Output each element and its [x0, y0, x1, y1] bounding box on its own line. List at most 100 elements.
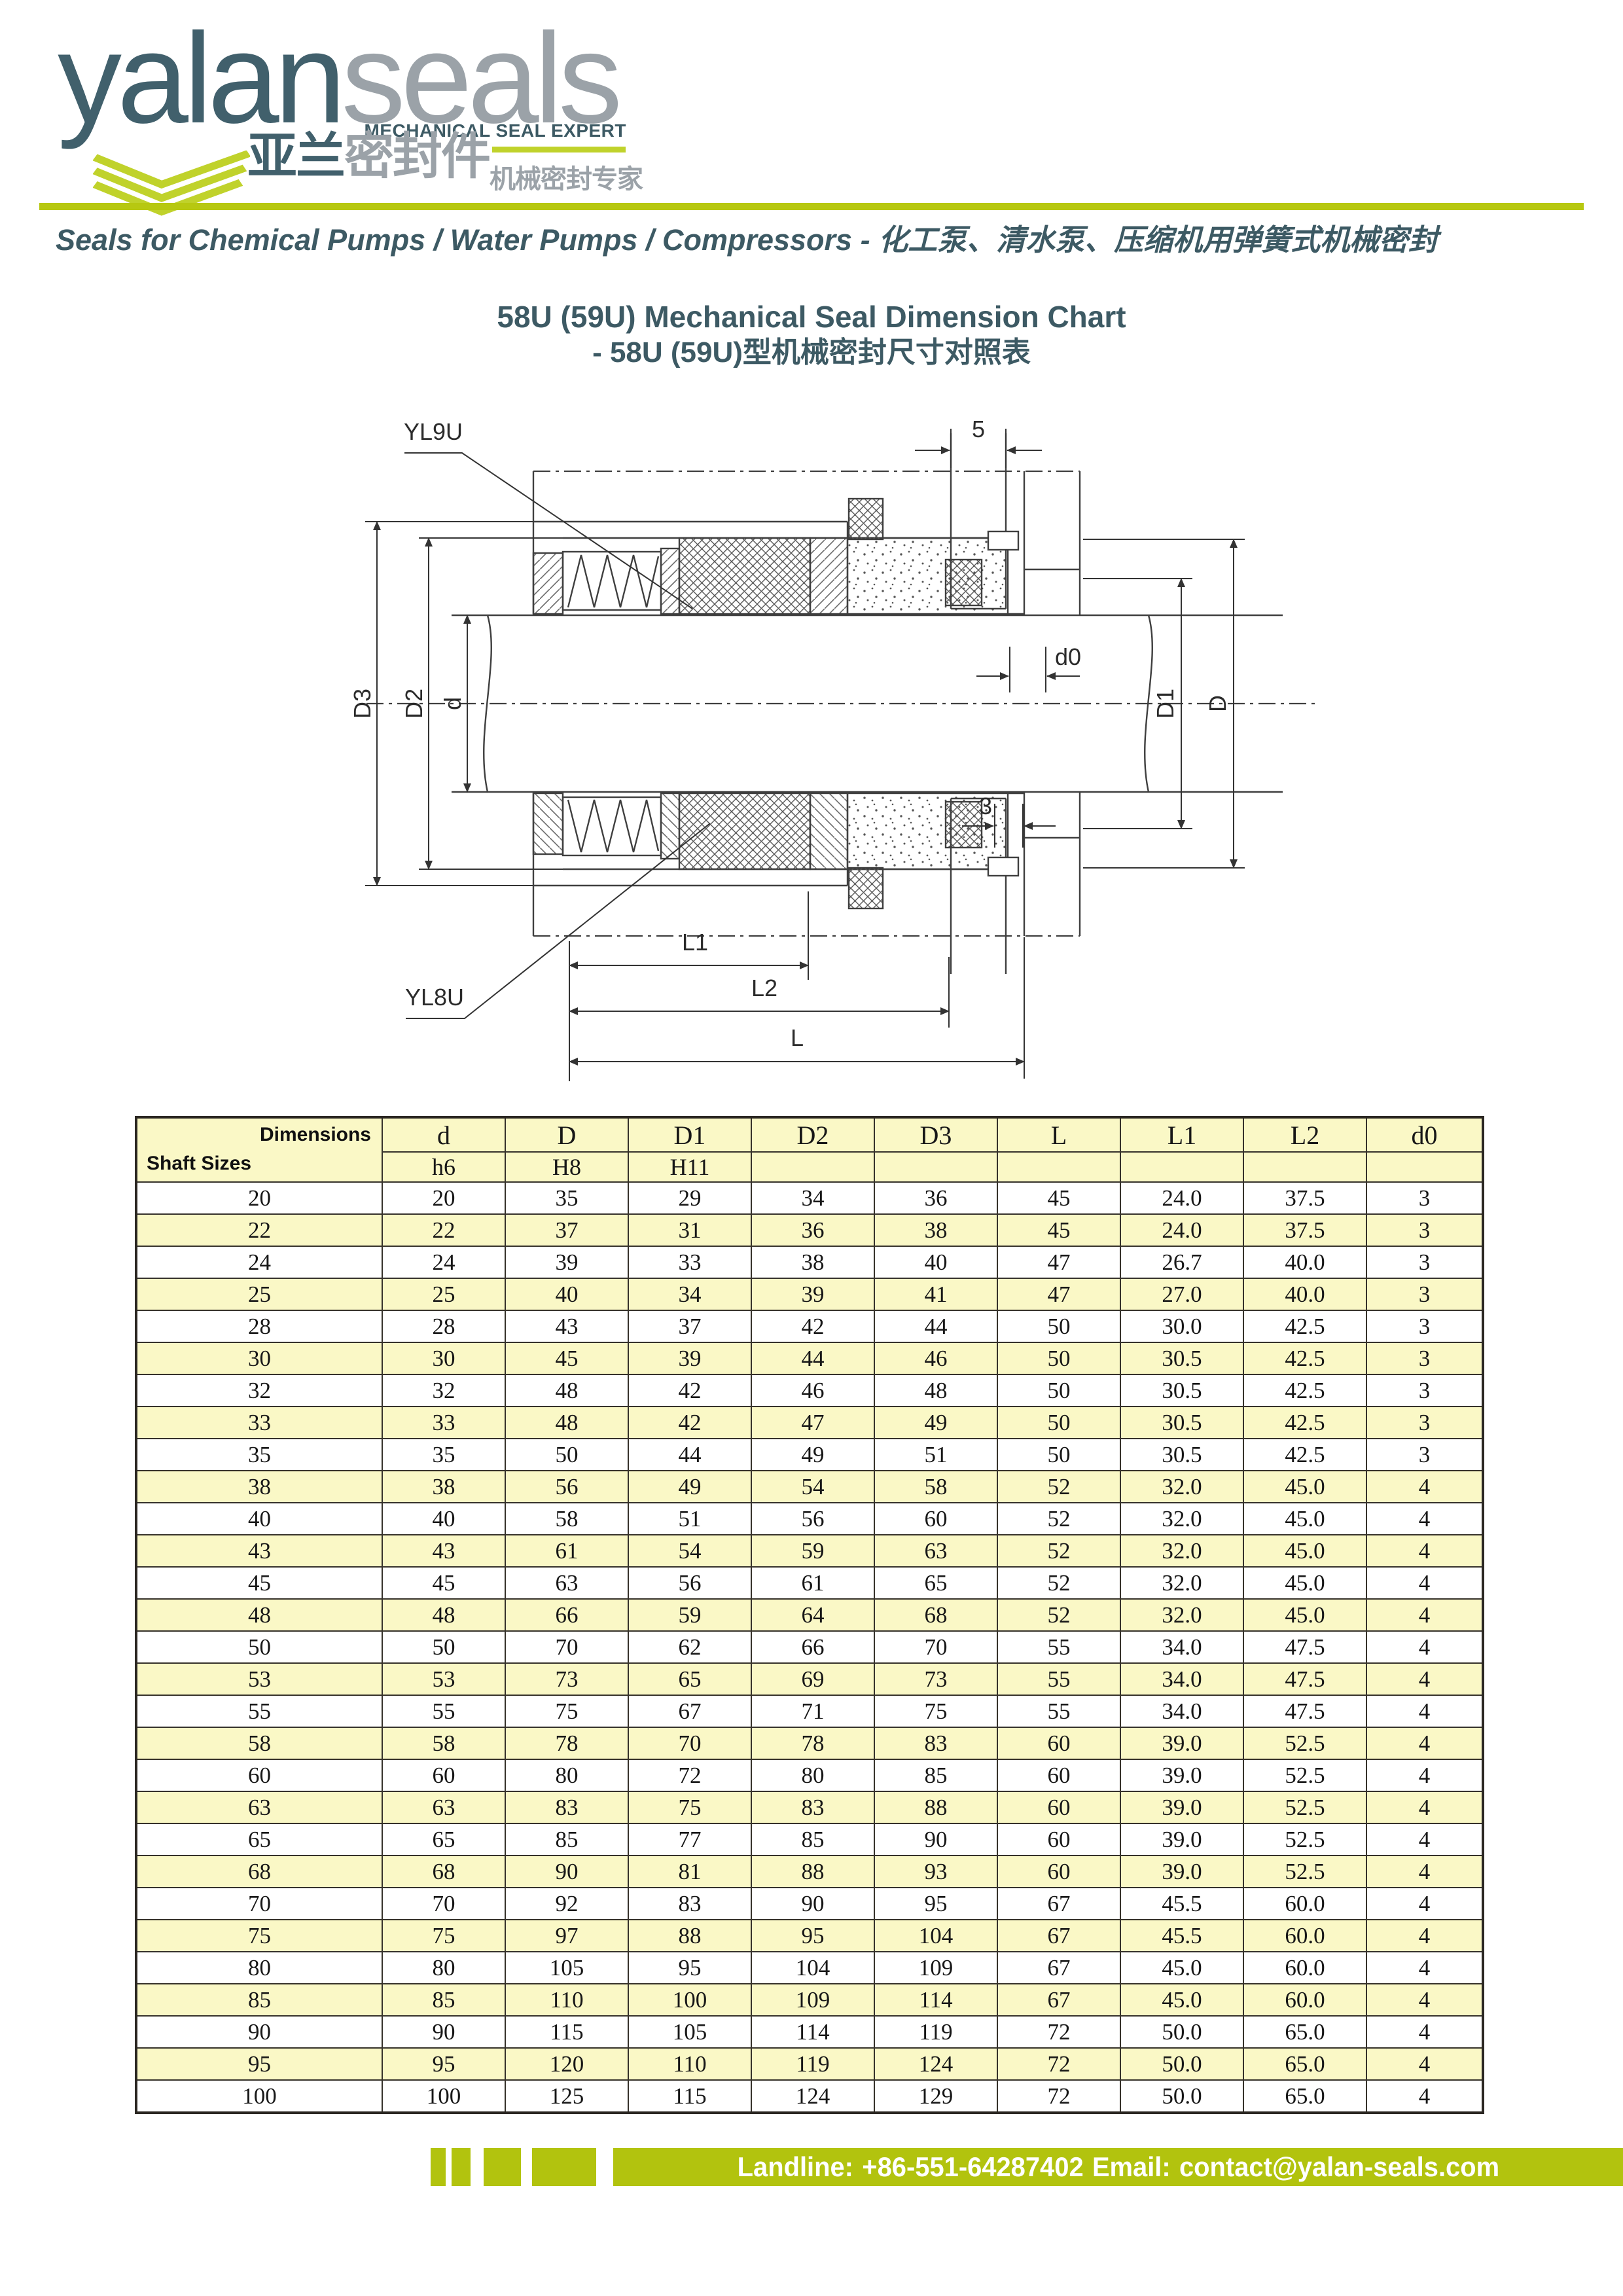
table-cell: 55 — [997, 1630, 1121, 1664]
table-cell: 32 — [135, 1374, 383, 1407]
table-cell: 58 — [505, 1502, 629, 1535]
table-cell: 50 — [135, 1630, 383, 1664]
table-cell: 60 — [135, 1759, 383, 1792]
table-cell: 30.5 — [1120, 1374, 1244, 1407]
tolerance-row: h6 H8 H11 — [136, 1151, 1484, 1183]
footer-stripe — [484, 2148, 521, 2186]
column-header: L2 — [1243, 1117, 1367, 1153]
table-cell: 38 — [874, 1213, 998, 1247]
table-cell: 88 — [874, 1791, 998, 1824]
table-cell: 120 — [505, 2047, 629, 2081]
table-cell: 37.5 — [1243, 1213, 1367, 1247]
table-row: 50 50 70 62 66 70 55 34.0 47.5 4 — [135, 1630, 1484, 1664]
table-cell: 4 — [1366, 1855, 1484, 1888]
table-cell: 4 — [1366, 1598, 1484, 1632]
table-cell: 70 — [628, 1727, 752, 1760]
table-cell: 80 — [505, 1759, 629, 1792]
footer-stripe — [452, 2148, 471, 2186]
table-cell: 55 — [382, 1695, 506, 1728]
table-cell: 60 — [997, 1727, 1121, 1760]
table-cell: 50 — [997, 1438, 1121, 1471]
tolerance-cell — [751, 1151, 875, 1183]
table-cell: 3 — [1366, 1278, 1484, 1311]
footer-stripe — [431, 2148, 446, 2186]
tolerance-cell — [997, 1151, 1121, 1183]
tagline-cn: 化工泵、清水泵、压缩机用弹簧式机械密封 — [878, 223, 1438, 257]
table-row: 63 63 83 75 83 88 60 39.0 52.5 4 — [135, 1791, 1484, 1824]
table-cell: 20 — [382, 1181, 506, 1215]
table-row: 58 58 78 70 78 83 60 39.0 52.5 4 — [135, 1727, 1484, 1760]
column-header: D2 — [751, 1117, 875, 1153]
table-row: 85 85 110 100 109 114 67 45.0 60.0 4 — [135, 1983, 1484, 2017]
table-cell: 44 — [751, 1342, 875, 1375]
tolerance-cell — [1243, 1151, 1367, 1183]
table-cell: 104 — [874, 1919, 998, 1952]
table-cell: 65.0 — [1243, 2079, 1367, 2113]
table-cell: 34.0 — [1120, 1662, 1244, 1696]
table-cell: 47 — [997, 1246, 1121, 1279]
table-cell: 48 — [505, 1374, 629, 1407]
table-cell: 88 — [751, 1855, 875, 1888]
table-cell: 35 — [505, 1181, 629, 1215]
logo-subtitle-en: MECHANICAL SEAL EXPERT — [364, 120, 626, 141]
table-cell: 75 — [874, 1695, 998, 1728]
corner-cell: Dimensions Shaft Sizes — [135, 1117, 383, 1183]
table-cell: 34 — [751, 1181, 875, 1215]
column-header: L1 — [1120, 1117, 1244, 1153]
table-cell: 92 — [505, 1887, 629, 1920]
table-row: 33 33 48 42 47 49 50 30.5 42.5 3 — [135, 1406, 1484, 1439]
table-row: 22 22 37 31 36 38 45 24.0 37.5 3 — [135, 1213, 1484, 1247]
table-cell: 109 — [751, 1983, 875, 2017]
table-cell: 45.0 — [1243, 1598, 1367, 1632]
table-row: 28 28 43 37 42 44 50 30.0 42.5 3 — [135, 1310, 1484, 1343]
column-header: D3 — [874, 1117, 998, 1153]
table-cell: 114 — [751, 2015, 875, 2049]
table-cell: 4 — [1366, 1823, 1484, 1856]
table-cell: 40 — [382, 1502, 506, 1535]
table-cell: 45 — [382, 1566, 506, 1600]
tolerance-cell — [1120, 1151, 1244, 1183]
table-cell: 60 — [997, 1759, 1121, 1792]
table-cell: 40 — [505, 1278, 629, 1311]
table-cell: 54 — [628, 1534, 752, 1568]
table-cell: 110 — [628, 2047, 752, 2081]
table-cell: 60.0 — [1243, 1983, 1367, 2017]
tagline-en: Seals for Chemical Pumps / Water Pumps /… — [56, 223, 853, 257]
table-cell: 36 — [874, 1181, 998, 1215]
table-cell: 45.0 — [1120, 1951, 1244, 1984]
email-value: contact@yalan-seals.com — [1179, 2151, 1499, 2182]
part-label-YL8U: YL8U — [405, 984, 464, 1011]
table-cell: 50.0 — [1120, 2079, 1244, 2113]
table-cell: 42.5 — [1243, 1310, 1367, 1343]
table-cell: 56 — [751, 1502, 875, 1535]
table-cell: 58 — [382, 1727, 506, 1760]
table-cell: 119 — [874, 2015, 998, 2049]
table-cell: 53 — [382, 1662, 506, 1696]
table-cell: 67 — [997, 1983, 1121, 2017]
table-cell: 85 — [505, 1823, 629, 1856]
table-cell: 20 — [135, 1181, 383, 1215]
table-cell: 50 — [997, 1406, 1121, 1439]
table-cell: 65 — [382, 1823, 506, 1856]
table-cell: 40.0 — [1243, 1246, 1367, 1279]
table-cell: 3 — [1366, 1310, 1484, 1343]
table-cell: 55 — [997, 1662, 1121, 1696]
table-cell: 90 — [751, 1887, 875, 1920]
table-cell: 3 — [1366, 1342, 1484, 1375]
tolerance-cell: H8 — [505, 1151, 629, 1183]
table-row: 48 48 66 59 64 68 52 32.0 45.0 4 — [135, 1598, 1484, 1632]
table-cell: 58 — [135, 1727, 383, 1760]
table-cell: 33 — [382, 1406, 506, 1439]
table-cell: 42.5 — [1243, 1438, 1367, 1471]
table-cell: 4 — [1366, 2079, 1484, 2113]
table-cell: 45.0 — [1243, 1470, 1367, 1503]
table-cell: 42.5 — [1243, 1374, 1367, 1407]
table-cell: 53 — [135, 1662, 383, 1696]
table-cell: 3 — [1366, 1374, 1484, 1407]
table-cell: 95 — [628, 1951, 752, 1984]
table-cell: 45.0 — [1120, 1983, 1244, 2017]
table-cell: 25 — [382, 1278, 506, 1311]
dimension-table: Dimensions Shaft Sizes d D D1 D2 D3 L L1 L2 d0 h… — [135, 1116, 1484, 2114]
table-cell: 75 — [505, 1695, 629, 1728]
